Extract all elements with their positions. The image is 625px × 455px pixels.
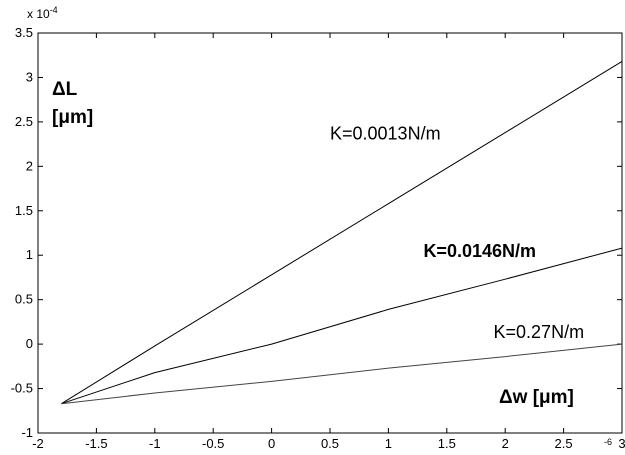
x-tick-label: -1 [149,436,161,451]
y-tick-label: 2.5 [15,114,33,129]
y-axis-label-line1: ΔL [52,79,78,100]
y-exponent-label: x 10-4 [27,5,58,21]
plot-area [38,33,622,433]
x-tick-label: 2.5 [555,436,573,451]
y-tick-label: 2 [26,158,33,173]
y-axis-label-line2: [μm] [52,107,93,128]
y-tick-labels: -1 -0.5 0 0.5 1 1.5 2 2.5 3 3.5 [11,25,33,440]
y-tick-label: 0.5 [15,292,33,307]
x-exponent-label: -6 [604,437,612,447]
series-annotation-3: K=0.27N/m [494,322,585,342]
x-tick-label: 0.5 [321,436,339,451]
series-annotation-1: K=0.0013N/m [330,124,441,144]
x-tick-labels: -2 -1.5 -1 -0.5 0 0.5 1 1.5 2 2.5 3 [32,436,625,451]
x-tick-label: 3 [618,436,625,451]
x-tick-label: -0.5 [202,436,224,451]
x-tick-label: -1.5 [85,436,107,451]
x-tick-label: 0 [268,436,275,451]
x-tick-label: 2 [502,436,509,451]
x-tick-label: 1 [385,436,392,451]
y-tick-label: -1 [21,425,33,440]
y-tick-label: 0 [26,336,33,351]
y-tick-label: -0.5 [11,381,33,396]
series-annotation-2: K=0.0146N/m [423,241,536,261]
y-tick-label: 3.5 [15,25,33,40]
x-tick-label: -2 [32,436,44,451]
x-axis-label: Δw [μm] [499,387,574,408]
y-tick-label: 1.5 [15,203,33,218]
y-tick-label: 3 [26,69,33,84]
x-tick-label: 1.5 [438,436,456,451]
y-tick-label: 1 [26,247,33,262]
